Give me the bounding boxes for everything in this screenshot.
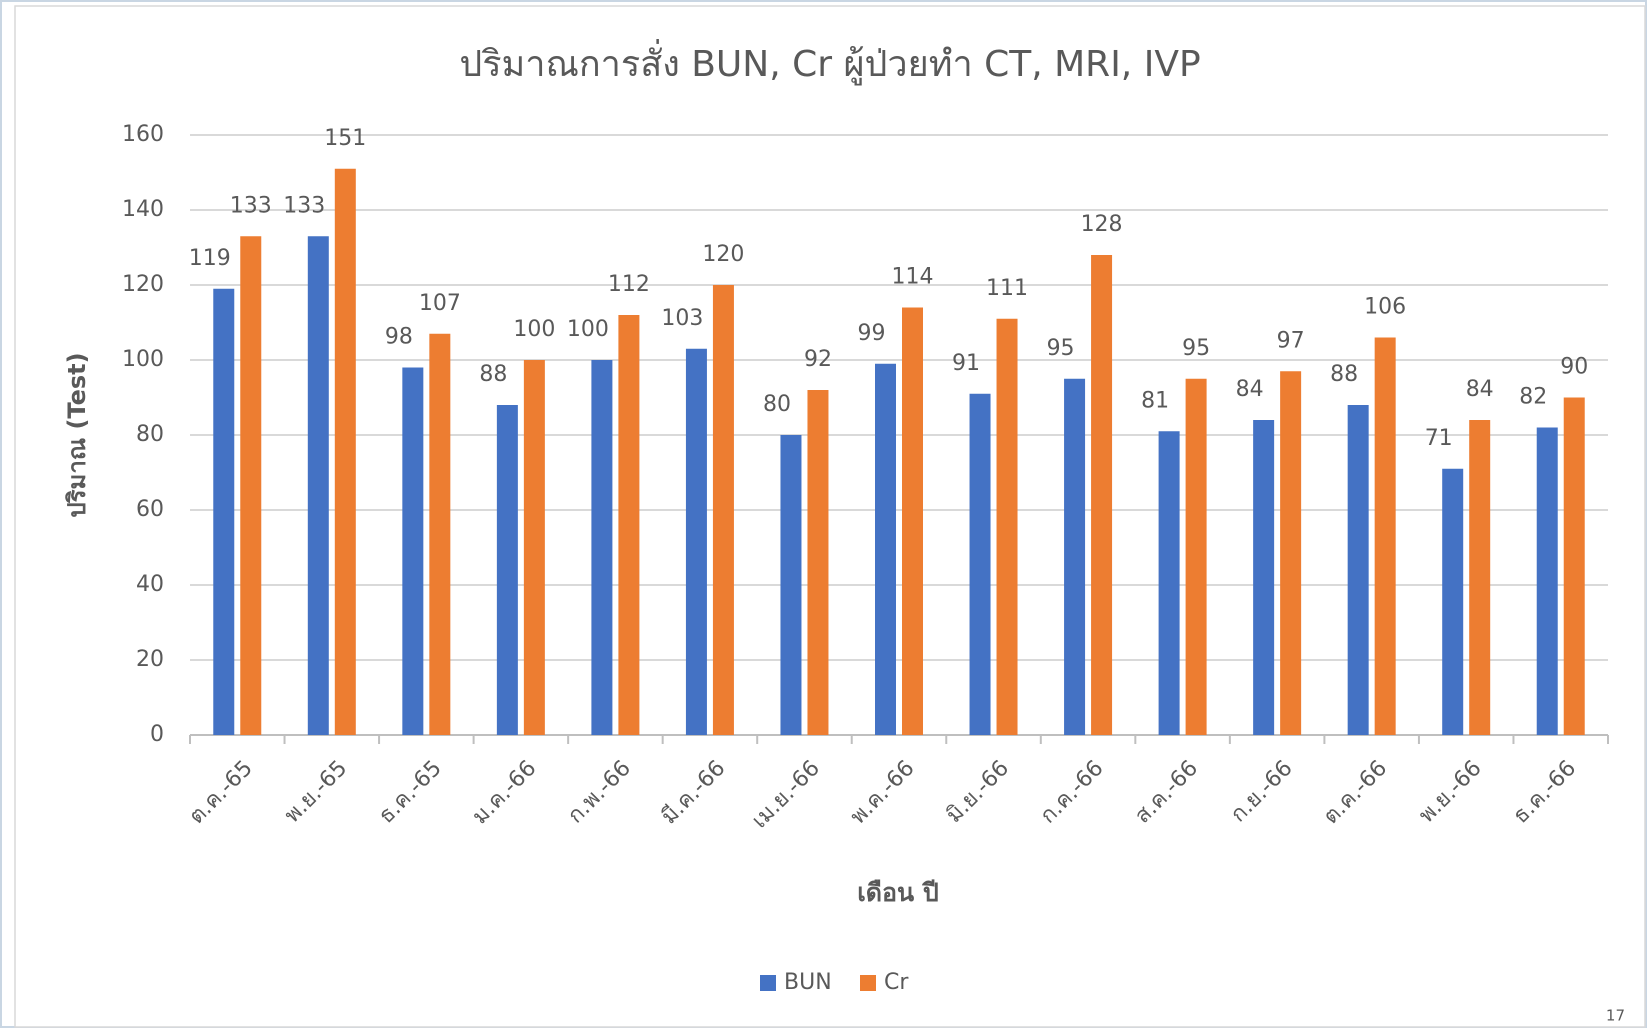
bar: [1185, 378, 1207, 735]
bar: [1563, 397, 1585, 735]
y-tick-label: 140: [122, 197, 164, 222]
y-tick-label: 80: [136, 422, 164, 447]
data-label: 107: [419, 291, 461, 316]
legend-label: Cr: [884, 970, 909, 995]
bar: [1442, 468, 1464, 735]
data-label: 103: [661, 306, 703, 331]
x-axis-title: เดือน ปี: [857, 878, 938, 907]
bar: [1347, 405, 1369, 735]
bar: [712, 285, 734, 735]
data-label: 71: [1425, 426, 1453, 451]
bar: [334, 168, 356, 735]
bar: [591, 360, 613, 735]
data-label: 100: [513, 317, 555, 342]
bar: [402, 367, 424, 735]
data-label: 84: [1466, 377, 1494, 402]
data-label: 90: [1560, 355, 1588, 380]
data-label: 97: [1277, 328, 1305, 353]
data-label: 106: [1364, 295, 1406, 320]
bar: [618, 315, 640, 735]
bar: [1536, 427, 1558, 735]
y-tick-label: 0: [150, 722, 164, 747]
bar: [1469, 420, 1491, 735]
data-label: 114: [892, 265, 934, 290]
data-label: 88: [1330, 362, 1358, 387]
data-label: 112: [608, 272, 650, 297]
data-label: 84: [1236, 377, 1264, 402]
page-number: 17: [1606, 1007, 1625, 1025]
data-label: 111: [986, 276, 1028, 301]
data-label: 98: [385, 325, 413, 350]
legend-swatch: [860, 975, 876, 991]
legend-label: BUN: [784, 970, 832, 995]
bar: [240, 236, 262, 735]
bar: [1064, 378, 1086, 735]
data-label: 133: [283, 193, 325, 218]
data-label: 95: [1182, 336, 1210, 361]
y-tick-label: 100: [122, 347, 164, 372]
bar: [429, 333, 451, 735]
data-label: 151: [324, 126, 366, 151]
bar: [523, 360, 545, 735]
data-label: 100: [567, 317, 609, 342]
bar: [1091, 255, 1113, 735]
y-tick-label: 160: [122, 122, 164, 147]
y-tick-label: 40: [136, 572, 164, 597]
data-label: 120: [702, 242, 744, 267]
bar: [807, 390, 829, 735]
data-label: 91: [952, 351, 980, 376]
y-tick-label: 20: [136, 647, 164, 672]
bar: [1253, 420, 1275, 735]
bar: [1374, 337, 1396, 735]
data-label: 92: [804, 347, 832, 372]
y-tick-label: 120: [122, 272, 164, 297]
data-label: 95: [1047, 336, 1075, 361]
bar: [496, 405, 518, 735]
chart-title: ปริมาณการสั่ง BUN, Cr ผู้ป่วยทำ CT, MRI,…: [459, 39, 1200, 86]
bar: [213, 288, 235, 735]
data-label: 119: [189, 246, 231, 271]
data-label: 82: [1519, 385, 1547, 410]
bar: [875, 363, 896, 735]
bar: [1158, 431, 1180, 735]
bar: [780, 435, 802, 735]
bar: [1280, 371, 1302, 735]
data-label: 81: [1141, 388, 1169, 413]
data-label: 128: [1081, 212, 1123, 237]
data-label: 88: [479, 362, 507, 387]
legend-swatch: [760, 975, 776, 991]
bar: [902, 307, 923, 735]
bar: [685, 348, 707, 735]
data-label: 99: [858, 321, 886, 346]
data-label: 80: [763, 392, 791, 417]
chart-border: [14, 5, 1646, 1028]
y-axis-title: ปริมาณ (Test): [63, 352, 91, 517]
bar: [307, 236, 329, 735]
y-tick-label: 60: [136, 497, 164, 522]
data-label: 133: [230, 193, 272, 218]
bar: [969, 393, 991, 735]
bar: [996, 318, 1018, 735]
